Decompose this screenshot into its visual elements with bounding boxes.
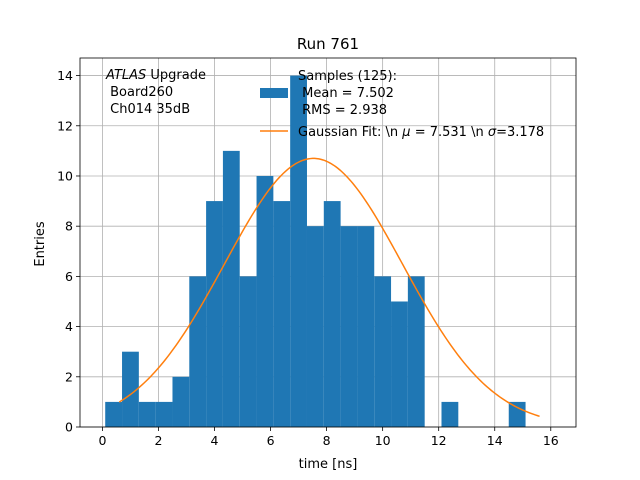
x-axis-label: time [ns] (299, 457, 358, 472)
x-tick-label: 2 (154, 433, 162, 448)
histogram-bar (374, 276, 392, 427)
y-tick-label: 6 (65, 269, 73, 284)
y-tick-label: 10 (57, 168, 73, 183)
histogram-bar (357, 226, 375, 427)
gaussian-fit-curve (118, 157, 540, 418)
histogram-bar (222, 150, 240, 427)
y-tick-label: 14 (57, 68, 73, 83)
y-tick-label: 12 (57, 118, 73, 133)
histogram-bar (155, 401, 173, 427)
x-tick-label: 12 (431, 433, 447, 448)
y-tick-label: 2 (65, 369, 73, 384)
legend-samples-line-3: RMS = 2.938 (298, 103, 387, 118)
x-tick-label: 0 (98, 433, 106, 448)
histogram-bar (340, 226, 358, 427)
histogram-bar (256, 175, 274, 427)
x-tick-label: 14 (487, 433, 503, 448)
atlas-annotation: ATLAS Upgrade Board260 Ch014 35dB (105, 68, 206, 117)
y-axis-ticks: 0 2 4 6 8 10 12 14 (57, 68, 80, 435)
legend-fit-label: Gaussian Fit: \n μ = 7.531 \n σ=3.178 (298, 125, 544, 140)
annotation-line-2: Board260 (106, 85, 173, 100)
y-tick-label: 8 (65, 219, 73, 234)
histogram-bar (189, 276, 207, 427)
histogram-bar (122, 351, 139, 427)
annotation-line-1: ATLAS Upgrade (105, 68, 206, 83)
chart-title: Run 761 (297, 35, 359, 53)
legend: Samples (125): Mean = 7.502 RMS = 2.938 … (260, 69, 544, 140)
x-tick-label: 4 (211, 433, 219, 448)
y-tick-label: 4 (65, 319, 73, 334)
x-tick-label: 16 (543, 433, 559, 448)
histogram-bar (172, 376, 190, 427)
histogram-bar (138, 401, 156, 427)
x-axis-ticks: 0 2 4 6 8 10 12 14 16 (98, 427, 559, 448)
y-tick-label: 0 (65, 420, 73, 435)
histogram-bar (206, 201, 223, 427)
histogram-bar (105, 401, 123, 427)
y-axis-label: Entries (33, 221, 48, 267)
histogram-bars (105, 75, 526, 428)
legend-samples-line-2: Mean = 7.502 (298, 86, 394, 101)
histogram-bar (441, 401, 459, 427)
histogram-bar (323, 201, 341, 427)
histogram-bar (407, 276, 425, 427)
x-tick-label: 6 (267, 433, 275, 448)
histogram-bar (508, 401, 526, 427)
x-tick-label: 10 (375, 433, 391, 448)
legend-samples-swatch (260, 88, 288, 98)
histogram-bar (290, 75, 307, 428)
histogram-bar (239, 276, 257, 427)
histogram-bar (306, 226, 324, 427)
x-tick-label: 8 (323, 433, 331, 448)
histogram-bar (391, 301, 408, 427)
legend-samples-line-1: Samples (125): (298, 69, 397, 84)
annotation-line-3: Ch014 35dB (106, 102, 190, 117)
gaussian-fit (118, 157, 540, 418)
plot-frame (79, 57, 577, 428)
histogram-bar (273, 201, 291, 427)
